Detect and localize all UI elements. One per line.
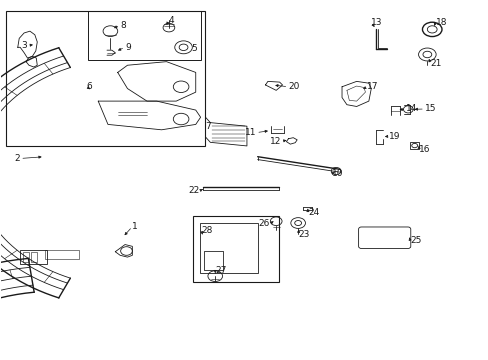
- Text: 6: 6: [86, 82, 92, 91]
- Bar: [23, 252, 29, 262]
- Text: 18: 18: [435, 18, 446, 27]
- Bar: [44, 250, 79, 259]
- Text: 16: 16: [418, 145, 430, 154]
- Text: 1: 1: [132, 222, 138, 231]
- Text: 23: 23: [298, 230, 309, 239]
- Text: 12: 12: [269, 137, 281, 146]
- Text: 26: 26: [258, 219, 269, 228]
- Bar: [409, 142, 418, 149]
- Bar: [203, 251, 223, 270]
- Text: 10: 10: [331, 169, 343, 178]
- Text: 21: 21: [430, 59, 441, 68]
- Text: 25: 25: [409, 237, 421, 246]
- Text: 15: 15: [424, 104, 435, 113]
- Text: 14: 14: [406, 104, 417, 113]
- Text: 2: 2: [15, 154, 20, 163]
- Text: 17: 17: [366, 82, 378, 91]
- Text: 3: 3: [22, 41, 27, 50]
- Bar: [5, 12, 205, 146]
- Bar: [193, 216, 278, 282]
- Text: 13: 13: [370, 18, 382, 27]
- Text: 20: 20: [288, 82, 299, 91]
- Text: 7: 7: [205, 122, 211, 131]
- Bar: [31, 252, 37, 262]
- Text: 24: 24: [307, 208, 319, 217]
- Bar: [88, 12, 200, 60]
- Text: 27: 27: [215, 266, 226, 275]
- Text: 11: 11: [244, 128, 256, 137]
- Text: 9: 9: [125, 43, 130, 52]
- Text: 4: 4: [168, 16, 174, 25]
- Text: 19: 19: [388, 132, 400, 141]
- Bar: [20, 250, 47, 264]
- Text: 8: 8: [120, 21, 125, 30]
- Bar: [203, 251, 223, 270]
- Text: 22: 22: [188, 186, 199, 195]
- Text: 5: 5: [190, 44, 196, 53]
- Bar: [199, 223, 258, 273]
- Text: 28: 28: [201, 226, 213, 235]
